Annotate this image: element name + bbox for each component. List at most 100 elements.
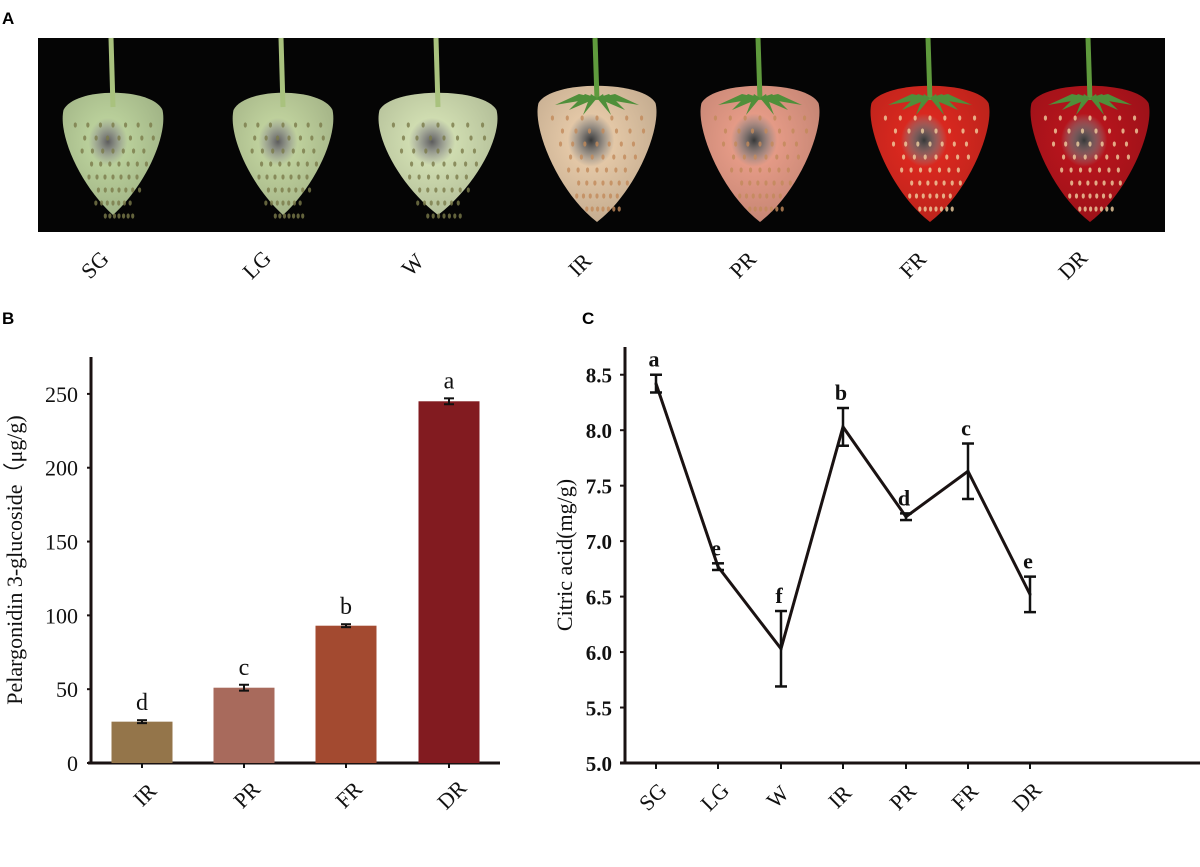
seed: [623, 154, 627, 160]
seed: [907, 128, 911, 134]
seed: [149, 122, 153, 128]
seed: [1101, 193, 1106, 199]
seed: [287, 161, 291, 167]
seed: [466, 122, 470, 128]
seed: [121, 213, 126, 219]
seed: [601, 128, 605, 134]
seed: [585, 180, 589, 186]
seed: [900, 167, 904, 173]
seed: [431, 161, 435, 167]
seed: [619, 141, 623, 147]
seed: [271, 148, 275, 154]
seed: [607, 141, 611, 147]
seed: [140, 135, 144, 141]
seed: [455, 135, 460, 141]
seed: [628, 128, 632, 134]
seed: [280, 187, 284, 193]
fruit-photo-group: [62, 37, 1150, 222]
seed: [117, 161, 121, 167]
stage-label: DR: [1053, 245, 1093, 285]
seed: [934, 154, 938, 160]
seed: [436, 213, 441, 219]
seed: [1116, 167, 1120, 173]
x-tick-label: FR: [946, 778, 983, 815]
seed: [581, 193, 586, 199]
seed: [426, 174, 431, 180]
seed: [764, 180, 768, 186]
x-tick-label: DR: [1007, 777, 1047, 817]
seed: [625, 115, 629, 121]
seed: [730, 167, 734, 173]
seed: [1061, 154, 1066, 160]
seed: [935, 193, 939, 199]
seed: [480, 122, 485, 128]
significance-label: d: [136, 690, 148, 716]
seed: [122, 200, 127, 206]
calyx-leaf: [1090, 94, 1132, 105]
seed: [617, 206, 621, 212]
significance-label: c: [961, 416, 971, 441]
seed: [278, 161, 282, 167]
line-chart: 5.0 5.5 6.0 6.5 7.0 7.5 8.0 8.5 a SG e LG f Wb IR d PR c F…: [552, 347, 1200, 817]
seed: [1134, 128, 1139, 134]
seed: [278, 213, 282, 219]
seed: [1043, 115, 1048, 121]
seed: [80, 148, 84, 154]
seed: [287, 135, 291, 141]
seed: [431, 213, 435, 219]
seed: [424, 148, 428, 154]
stem: [108, 37, 116, 108]
calyx-leaf: [760, 94, 802, 105]
seed: [123, 122, 128, 128]
seed: [631, 141, 636, 147]
seed: [83, 135, 87, 141]
seed: [243, 122, 247, 128]
seed: [250, 148, 254, 154]
seed: [615, 193, 619, 199]
significance-label: f: [775, 583, 783, 608]
seed: [142, 148, 146, 154]
y-tick-label: 50: [56, 677, 78, 702]
seed: [782, 141, 786, 147]
seed: [753, 206, 757, 212]
seed: [422, 200, 427, 206]
seed: [567, 167, 571, 173]
seed: [1081, 193, 1085, 199]
seed: [575, 193, 579, 199]
y-tick-label: 6.0: [586, 641, 612, 665]
seed: [281, 122, 285, 128]
seed: [301, 213, 305, 219]
seed: [289, 174, 293, 180]
seed: [436, 174, 440, 180]
seed: [614, 167, 618, 173]
seed: [738, 193, 742, 199]
seed: [723, 128, 728, 134]
seed: [127, 174, 131, 180]
seed: [550, 115, 555, 121]
y-tick-label: 7.5: [586, 475, 612, 499]
seed: [601, 180, 605, 186]
seed: [449, 200, 454, 206]
seed: [86, 122, 90, 128]
bar-chart: 0 50 100 150 200 250 d IR c PR b FR a DR Pelargonidin …: [2, 357, 500, 814]
seed: [595, 193, 599, 199]
seed: [769, 206, 774, 212]
seed: [926, 180, 930, 186]
seed: [305, 161, 309, 167]
seed: [590, 206, 594, 212]
seed: [412, 148, 416, 154]
seed: [1105, 154, 1109, 160]
seed: [287, 213, 291, 219]
seed: [117, 187, 121, 193]
panel-c-letter: C: [582, 309, 594, 328]
seed: [583, 141, 587, 147]
calyx-leaf: [916, 94, 930, 115]
bar-dr: [418, 401, 480, 763]
seed: [1118, 180, 1122, 186]
seed: [891, 141, 896, 147]
seed: [571, 141, 575, 147]
seed: [131, 148, 136, 154]
seed: [95, 174, 99, 180]
seed: [1126, 154, 1131, 160]
